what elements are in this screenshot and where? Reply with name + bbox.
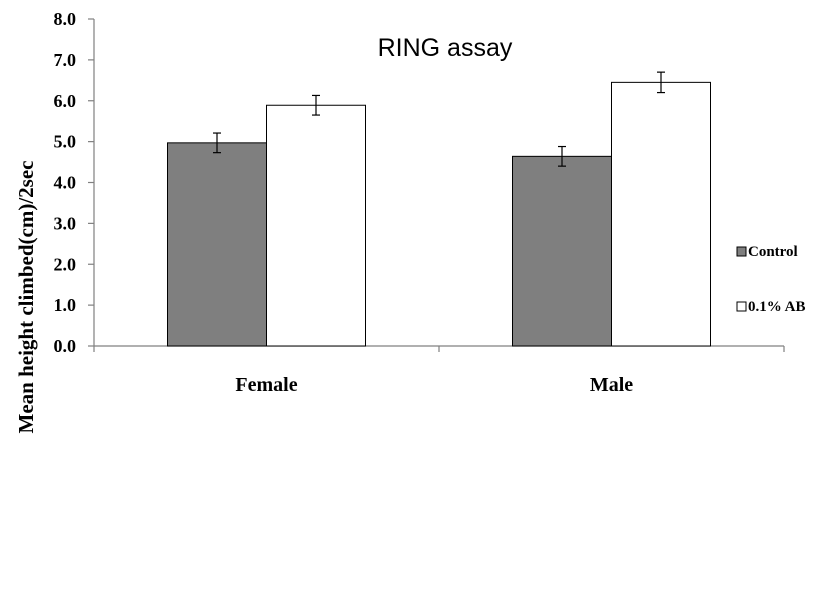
y-tick-label: 3.0 (54, 213, 77, 233)
y-tick-label: 0.0 (54, 336, 77, 356)
bar-female-control (167, 142, 267, 347)
y-tick-label: 6.0 (54, 91, 77, 111)
legend-label: 0.1% AB (748, 299, 806, 315)
y-tick-label: 5.0 (54, 132, 77, 152)
legend: Control 0.1% AB (736, 244, 806, 315)
chart-title: RING assay (378, 34, 513, 62)
bar-female-treatment (266, 104, 366, 347)
bars (167, 81, 711, 347)
error-bars (213, 71, 665, 167)
legend-swatch (736, 246, 747, 257)
x-category-labels: Female Male (235, 374, 633, 396)
y-ticks: 0.0 1.0 2.0 3.0 4.0 5.0 6.0 7.0 8.0 (54, 9, 785, 356)
y-tick-label: 8.0 (54, 9, 77, 29)
x-category-label: Male (590, 374, 633, 396)
y-tick-label: 1.0 (54, 295, 77, 315)
y-tick-label: 4.0 (54, 173, 77, 193)
x-category-label: Female (235, 374, 297, 396)
legend-label: Control (748, 244, 798, 260)
legend-swatch (736, 301, 747, 312)
y-tick-label: 7.0 (54, 50, 77, 70)
bar-male-control (512, 155, 612, 347)
y-axis-label: Mean height climbed(cm)/2sec (14, 161, 38, 434)
bar-male-treatment (611, 81, 711, 347)
y-tick-label: 2.0 (54, 254, 77, 274)
